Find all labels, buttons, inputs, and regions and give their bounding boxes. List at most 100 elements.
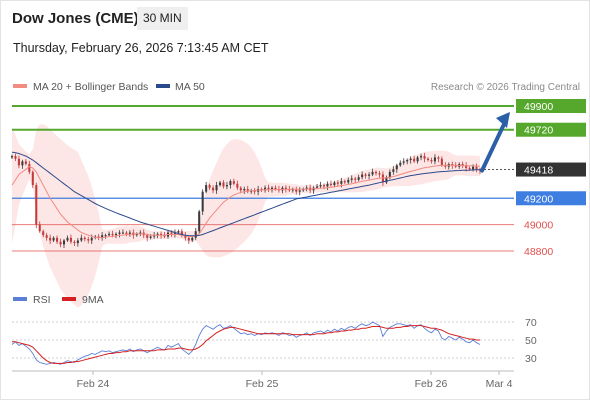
candle-body — [274, 187, 277, 190]
level-label-49418: 49418 — [524, 165, 553, 177]
x-tick-label: Feb 26 — [415, 378, 448, 390]
level-tag-49900 — [516, 99, 586, 113]
candle-body — [10, 156, 14, 158]
candle-body — [333, 182, 336, 186]
candle-body — [423, 156, 426, 159]
candle-body — [378, 173, 381, 175]
candle-body — [236, 183, 239, 188]
candle-body — [368, 174, 371, 176]
candle-body — [336, 182, 339, 184]
candle-body — [406, 160, 409, 162]
candle-body — [24, 161, 27, 164]
candle-body — [28, 164, 31, 172]
candle-body — [264, 187, 267, 191]
legend-label-rsi: RSI — [33, 294, 51, 306]
legend-swatch-ma20 — [13, 84, 27, 88]
candle-body — [173, 232, 176, 234]
x-axis: Feb 24 Feb 25 Feb 26 Mar 4 — [77, 371, 513, 390]
candle-body — [73, 241, 76, 244]
candle-body — [433, 157, 436, 162]
candle-body — [225, 185, 228, 187]
candle-body — [35, 185, 38, 225]
candle-body — [87, 239, 90, 241]
legend-label-ma20: MA 20 + Bollinger Bands — [33, 81, 148, 93]
candle-body — [305, 187, 308, 190]
candle-body — [302, 189, 305, 191]
candle-body — [194, 231, 197, 238]
candle-body — [149, 236, 152, 238]
candle-body — [295, 189, 298, 192]
candle-body — [177, 231, 180, 233]
candle-body — [409, 158, 412, 161]
level-tag-49720 — [516, 122, 586, 137]
candle-body — [430, 160, 433, 162]
rsi-tick-50: 50 — [525, 335, 537, 347]
candle-body — [45, 235, 48, 238]
candle-body — [437, 157, 440, 159]
candle-body — [402, 161, 405, 163]
x-tick-label: Feb 24 — [77, 378, 110, 390]
candle-body — [392, 169, 395, 172]
forecast-arrow-shaft — [480, 118, 508, 173]
level-tag-49418 — [516, 162, 586, 177]
level-tag-49200 — [516, 191, 586, 206]
candle-body — [90, 237, 93, 241]
candle-body — [66, 237, 69, 241]
candle-body — [222, 182, 225, 187]
bollinger-band-area — [12, 124, 480, 308]
candle-body — [416, 157, 419, 162]
candle-body — [340, 181, 343, 184]
candle-body — [69, 237, 72, 242]
level-labels: 49900 49720 49418 49200 49000 48800 — [516, 99, 586, 258]
candle-body — [298, 190, 301, 192]
legend: MA 20 + Bollinger Bands MA 50 Research ©… — [13, 81, 580, 93]
candle-body — [83, 237, 86, 240]
candle-body — [440, 158, 443, 166]
rsi-panel: 70 50 30 — [11, 317, 537, 365]
candle-body — [76, 240, 79, 244]
rsi-line — [11, 321, 481, 365]
candle-body — [201, 191, 204, 212]
candle-body — [253, 190, 256, 192]
candle-body — [135, 233, 138, 236]
candle-body — [42, 231, 45, 236]
candle-body — [104, 235, 107, 237]
candle-body — [31, 171, 34, 186]
candle-body — [347, 179, 350, 183]
candle-body — [361, 174, 364, 178]
candle-body — [170, 232, 173, 234]
price-levels — [12, 105, 514, 252]
interval-badge[interactable]: 30 MIN — [137, 7, 188, 30]
legend-label-9ma: 9MA — [82, 294, 104, 306]
candle-body — [357, 177, 360, 180]
candle-body — [163, 235, 166, 237]
candle-body — [229, 181, 232, 186]
candle-body — [399, 162, 402, 166]
candle-body — [108, 233, 111, 236]
candle-body — [139, 232, 142, 234]
candle-body — [319, 185, 322, 187]
candle-body — [38, 224, 41, 232]
x-tick-label: Feb 25 — [246, 378, 279, 390]
candle-body — [364, 174, 367, 176]
candle-body — [246, 189, 249, 192]
candle-body — [239, 187, 242, 191]
candle-body — [243, 189, 246, 191]
candle-body — [146, 235, 149, 238]
chart-header: Dow Jones (CME) 30 MIN — [0, 0, 590, 36]
candle-body — [326, 183, 329, 187]
candle-body — [468, 167, 471, 170]
candle-body — [56, 237, 59, 242]
candle-body — [160, 233, 163, 236]
level-label-49200: 49200 — [524, 193, 553, 205]
candle-body — [125, 232, 128, 234]
candle-body — [316, 186, 319, 188]
candle-body — [354, 178, 357, 180]
candle-body — [371, 171, 374, 175]
legend-swatch-rsi — [13, 297, 27, 301]
candle-body — [284, 187, 287, 190]
candle-body — [475, 166, 478, 170]
candle-body — [232, 181, 235, 184]
candle-body — [420, 156, 423, 158]
